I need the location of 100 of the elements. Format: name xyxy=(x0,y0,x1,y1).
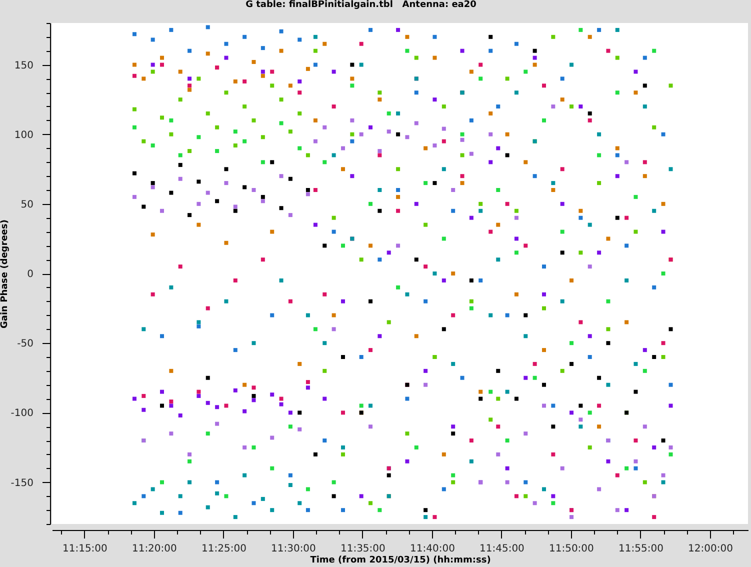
point xyxy=(260,194,265,199)
point xyxy=(442,104,446,108)
point xyxy=(215,491,220,496)
point xyxy=(270,508,274,512)
point xyxy=(478,76,483,81)
x-tick-label: 11:30:00 xyxy=(270,544,316,554)
point xyxy=(224,404,228,408)
point xyxy=(606,341,610,346)
point xyxy=(178,162,182,167)
point xyxy=(615,216,620,220)
point xyxy=(570,362,574,366)
point xyxy=(233,143,238,148)
point xyxy=(661,480,666,484)
point xyxy=(252,445,256,450)
point xyxy=(150,181,155,186)
point xyxy=(188,480,192,484)
point xyxy=(150,232,155,237)
point xyxy=(405,459,410,464)
point xyxy=(460,48,464,53)
x-tick-label: 11:15:00 xyxy=(62,544,108,554)
point xyxy=(588,34,592,39)
point xyxy=(332,230,336,234)
point xyxy=(368,28,373,32)
point xyxy=(642,368,647,373)
point xyxy=(514,396,518,401)
point xyxy=(332,104,336,108)
point xyxy=(414,334,418,338)
point xyxy=(368,424,373,429)
point xyxy=(322,244,327,248)
point xyxy=(368,501,373,506)
point xyxy=(260,74,265,78)
point xyxy=(469,459,474,464)
point xyxy=(378,188,382,192)
point xyxy=(424,181,428,186)
point xyxy=(132,74,136,78)
point xyxy=(224,299,228,304)
point xyxy=(340,445,345,450)
point xyxy=(132,194,136,199)
point xyxy=(298,362,302,366)
point xyxy=(414,56,418,60)
point xyxy=(378,98,382,102)
point xyxy=(634,90,638,95)
point xyxy=(288,473,292,478)
point xyxy=(279,206,284,210)
point xyxy=(588,118,592,122)
point xyxy=(313,118,318,122)
point xyxy=(532,362,537,366)
point xyxy=(505,438,510,442)
point xyxy=(298,90,302,95)
point xyxy=(313,139,318,144)
point xyxy=(488,34,493,39)
point xyxy=(652,355,656,359)
point xyxy=(322,368,327,373)
point xyxy=(359,258,364,262)
point xyxy=(405,34,410,39)
point xyxy=(206,111,210,116)
point xyxy=(514,250,518,255)
point xyxy=(661,272,666,276)
point xyxy=(270,436,274,440)
point xyxy=(668,167,673,172)
point xyxy=(252,398,256,402)
point xyxy=(270,392,274,397)
point xyxy=(469,299,474,304)
point xyxy=(332,480,336,484)
point xyxy=(514,292,518,296)
point xyxy=(242,139,247,144)
point xyxy=(488,390,493,394)
point xyxy=(488,132,493,136)
point xyxy=(322,160,327,164)
point xyxy=(588,334,592,338)
point xyxy=(442,452,446,456)
point xyxy=(322,396,327,401)
point xyxy=(242,104,247,108)
point xyxy=(332,153,336,158)
point xyxy=(188,149,192,154)
point xyxy=(652,515,656,520)
point xyxy=(196,324,201,328)
point xyxy=(188,213,192,218)
point xyxy=(142,408,146,412)
point xyxy=(505,202,510,206)
point xyxy=(551,181,556,186)
point xyxy=(597,376,602,380)
point xyxy=(542,84,546,88)
point xyxy=(270,84,274,88)
point xyxy=(242,409,247,414)
point xyxy=(178,98,182,102)
point xyxy=(451,362,456,366)
point xyxy=(196,135,201,140)
point xyxy=(306,386,310,390)
point xyxy=(442,278,446,282)
point xyxy=(298,38,302,42)
point xyxy=(359,132,364,136)
point xyxy=(661,132,666,136)
point xyxy=(322,341,327,346)
point xyxy=(279,98,284,102)
point xyxy=(524,334,528,338)
point xyxy=(178,413,182,418)
point xyxy=(132,107,136,112)
point xyxy=(150,143,155,148)
point xyxy=(396,194,400,199)
